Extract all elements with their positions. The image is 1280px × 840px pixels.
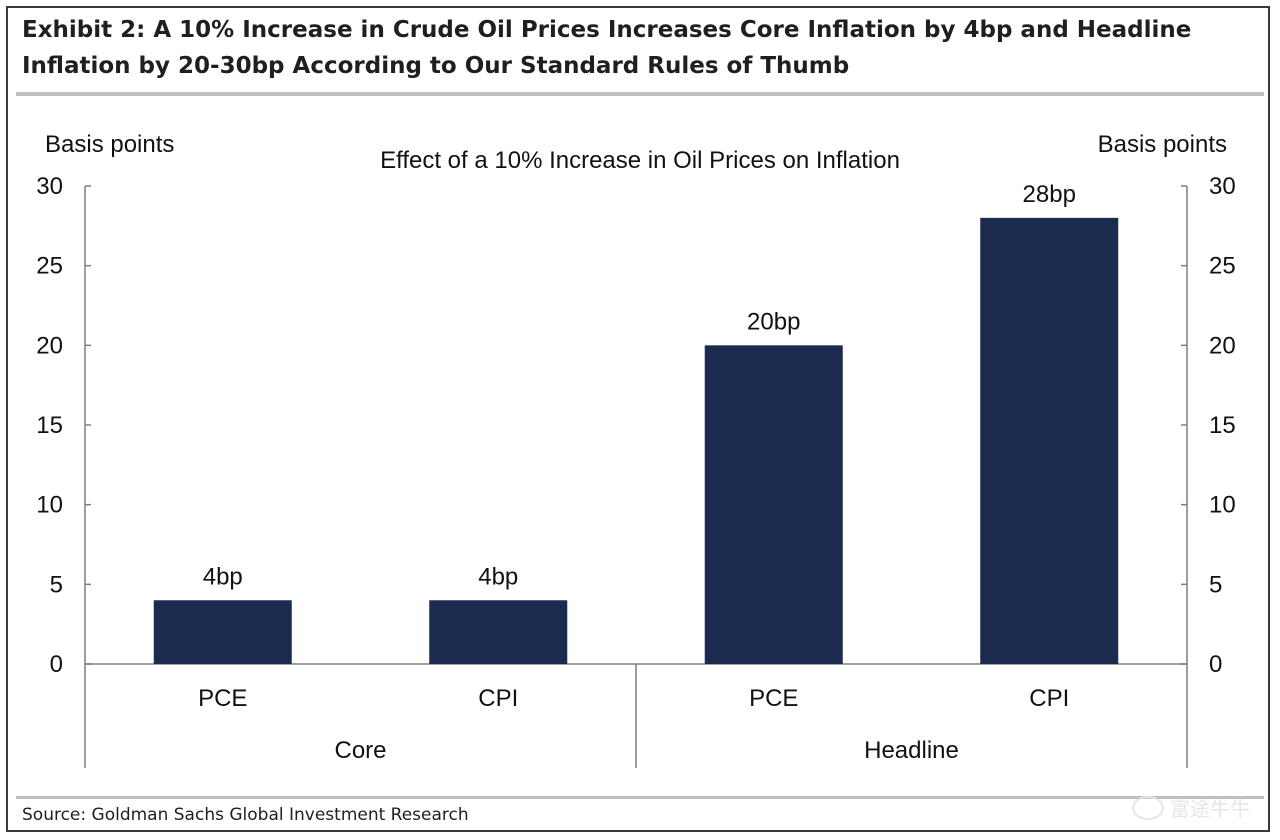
chart-title: Effect of a 10% Increase in Oil Prices o… <box>380 147 900 174</box>
y-tick-label-right: 15 <box>1209 412 1236 439</box>
y-tick-label-left: 5 <box>50 571 63 598</box>
x-category-label: PCE <box>198 685 247 712</box>
x-category-label: CPI <box>1029 685 1069 712</box>
bar-data-label: 4bp <box>478 563 518 590</box>
y-tick-label-left: 20 <box>36 332 63 359</box>
y-tick-label-right: 25 <box>1209 253 1236 280</box>
y-tick-label-left: 25 <box>36 253 63 280</box>
x-category-label: CPI <box>478 685 518 712</box>
y-tick-label-left: 30 <box>36 173 63 200</box>
bar <box>980 217 1119 664</box>
x-group-label: Headline <box>864 737 959 764</box>
watermark: 富途牛牛 <box>1132 793 1250 822</box>
bar-data-label: 4bp <box>203 563 243 590</box>
x-category-label: PCE <box>749 685 798 712</box>
y-tick-label-left: 15 <box>36 412 63 439</box>
bar-data-label: 20bp <box>747 308 800 335</box>
bar <box>429 600 568 664</box>
x-group-label: Core <box>334 737 386 764</box>
y-axis-title-left: Basis points <box>45 131 174 158</box>
bar-data-label: 28bp <box>1023 181 1076 208</box>
watermark-logo-icon <box>1132 795 1164 820</box>
y-tick-label-right: 30 <box>1209 173 1236 200</box>
y-tick-label-left: 0 <box>50 651 63 678</box>
y-tick-label-left: 10 <box>36 492 63 519</box>
bar <box>704 345 843 664</box>
y-axis-title-right: Basis points <box>1098 131 1227 158</box>
y-tick-label-right: 0 <box>1209 651 1222 678</box>
top-divider <box>16 92 1264 96</box>
bottom-divider <box>16 796 1264 799</box>
bar <box>153 600 292 664</box>
watermark-text: 富途牛牛 <box>1170 797 1250 821</box>
source-note: Source: Goldman Sachs Global Investment … <box>22 805 469 825</box>
exhibit-title-line-2: Inflation by 20-30bp According to Our St… <box>22 53 850 79</box>
y-tick-label-right: 20 <box>1209 332 1236 359</box>
y-tick-label-right: 5 <box>1209 571 1222 598</box>
exhibit-title-line-1: Exhibit 2: A 10% Increase in Crude Oil P… <box>22 17 1192 43</box>
exhibit-title: Exhibit 2: A 10% Increase in Crude Oil P… <box>22 12 1242 84</box>
y-tick-label-right: 10 <box>1209 492 1236 519</box>
